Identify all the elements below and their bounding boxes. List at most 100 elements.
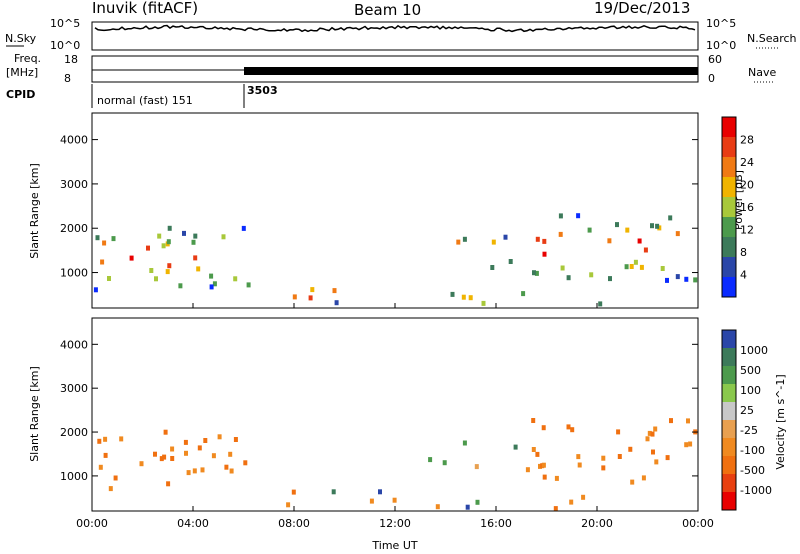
scatter-cell bbox=[233, 437, 238, 442]
colorbar-tick: -500 bbox=[740, 464, 765, 477]
cpid-mode-1: normal (fast) 151 bbox=[97, 94, 193, 107]
colorbar-swatch bbox=[722, 438, 736, 457]
scatter-cell bbox=[684, 442, 689, 448]
scatter-cell bbox=[332, 288, 337, 294]
scatter-cell bbox=[228, 451, 233, 457]
x-tick-label: 04:00 bbox=[177, 517, 209, 530]
scatter-cell bbox=[508, 259, 513, 264]
scatter-cell bbox=[660, 266, 665, 271]
scatter-cell bbox=[161, 243, 166, 249]
y-tick-label: 4000 bbox=[60, 338, 88, 351]
scatter-cell bbox=[182, 230, 186, 236]
scatter-cell bbox=[192, 468, 197, 474]
scatter-cell bbox=[654, 459, 659, 465]
scatter-cell bbox=[615, 222, 619, 228]
scatter-cell bbox=[558, 231, 563, 237]
colorbar-tick: 20 bbox=[740, 179, 754, 192]
scatter-cell bbox=[581, 494, 586, 500]
y-tick-label: 1000 bbox=[60, 267, 88, 280]
scatter-cell bbox=[157, 233, 162, 239]
scatter-cell bbox=[100, 259, 105, 265]
cpid-mode-2: 3503 bbox=[247, 84, 278, 97]
freq-strip: Freq. [MHz] 18 8 60 0 Nave bbox=[6, 52, 776, 85]
scatter-cell bbox=[541, 462, 546, 468]
colorbar-swatch bbox=[722, 277, 736, 298]
scatter-cell bbox=[193, 233, 198, 239]
scatter-cell bbox=[566, 275, 571, 281]
scatter-cell bbox=[193, 255, 198, 261]
scatter-cell bbox=[107, 276, 111, 281]
scatter-cell bbox=[576, 213, 581, 219]
scatter-cell bbox=[392, 497, 397, 503]
colorbar-swatch bbox=[722, 157, 736, 178]
scatter-cell bbox=[532, 270, 536, 276]
x-tick-label: 08:00 bbox=[278, 517, 310, 530]
cpid-row: CPID normal (fast) 151 3503 bbox=[6, 84, 278, 108]
scatter-cell bbox=[668, 215, 673, 221]
scatter-cell bbox=[531, 418, 536, 423]
scatter-cell bbox=[468, 295, 473, 301]
scatter-cell bbox=[601, 465, 606, 471]
scatter-cell bbox=[684, 276, 689, 282]
scatter-cell bbox=[693, 277, 698, 283]
scatter-cell bbox=[669, 418, 673, 424]
scatter-cell bbox=[212, 281, 217, 287]
scatter-cell bbox=[184, 450, 188, 456]
scatter-cell bbox=[191, 239, 196, 245]
scatter-cell bbox=[625, 227, 630, 233]
colorbar-swatch bbox=[722, 137, 736, 158]
scatter-cell bbox=[688, 441, 693, 447]
scatter-cell bbox=[535, 236, 540, 242]
scatter-cell bbox=[308, 295, 313, 301]
scatter-cell bbox=[166, 239, 171, 245]
scatter-cell bbox=[587, 227, 592, 233]
scatter-cell bbox=[542, 251, 547, 257]
velocity-cbar-label: Velocity [m s^-1] bbox=[774, 374, 787, 469]
colorbar-tick: 16 bbox=[740, 201, 754, 214]
scatter-cell bbox=[566, 424, 571, 430]
scatter-cell bbox=[624, 264, 629, 270]
colorbar-tick: 4 bbox=[740, 269, 747, 282]
scatter-cell bbox=[554, 475, 559, 481]
scatter-cell bbox=[233, 276, 238, 282]
nsky-strip: N.Sky 10^5 10^0 10^5 10^0 N.Search bbox=[5, 17, 797, 52]
scatter-cell bbox=[538, 463, 542, 469]
x-tick-label: 16:00 bbox=[480, 517, 512, 530]
scatter-cell bbox=[95, 235, 100, 241]
scatter-cell bbox=[183, 439, 188, 445]
velocity-x-ticks: 00:00 04:00 08:00 12:00 16:00 20:00 00:00 bbox=[76, 506, 714, 530]
scatter-cell bbox=[686, 418, 690, 424]
scatter-cell bbox=[535, 451, 540, 457]
scatter-cell bbox=[119, 436, 124, 442]
scatter-cell bbox=[608, 276, 612, 282]
scatter-cell bbox=[103, 436, 108, 442]
scatter-cell bbox=[170, 456, 175, 461]
nave-tick-bottom: 0 bbox=[708, 72, 715, 85]
scatter-cell bbox=[334, 300, 339, 306]
scatter-cell bbox=[450, 291, 455, 297]
scatter-cell bbox=[153, 451, 157, 457]
power-panel: 1000 2000 3000 4000 Slant Range [km] bbox=[28, 112, 699, 309]
scatter-cell bbox=[108, 486, 113, 492]
scatter-cell bbox=[534, 270, 539, 276]
scatter-cell bbox=[643, 247, 648, 253]
scatter-cell bbox=[442, 460, 447, 466]
scatter-cell bbox=[93, 287, 98, 293]
colorbar-swatch bbox=[722, 217, 736, 238]
scatter-cell bbox=[650, 431, 655, 437]
nave-label: Nave bbox=[748, 66, 776, 79]
scatter-cell bbox=[628, 446, 633, 452]
beam-title: Beam 10 bbox=[354, 1, 421, 19]
scatter-cell bbox=[97, 438, 102, 444]
scatter-cell bbox=[639, 264, 644, 270]
scatter-cell bbox=[186, 470, 191, 476]
scatter-cell bbox=[542, 238, 547, 244]
scatter-cell bbox=[521, 291, 526, 297]
scatter-cell bbox=[474, 464, 479, 470]
scatter-cell bbox=[675, 231, 680, 237]
y-tick-label: 1000 bbox=[60, 470, 88, 483]
scatter-cell bbox=[560, 265, 565, 271]
scatter-cell bbox=[217, 434, 222, 440]
